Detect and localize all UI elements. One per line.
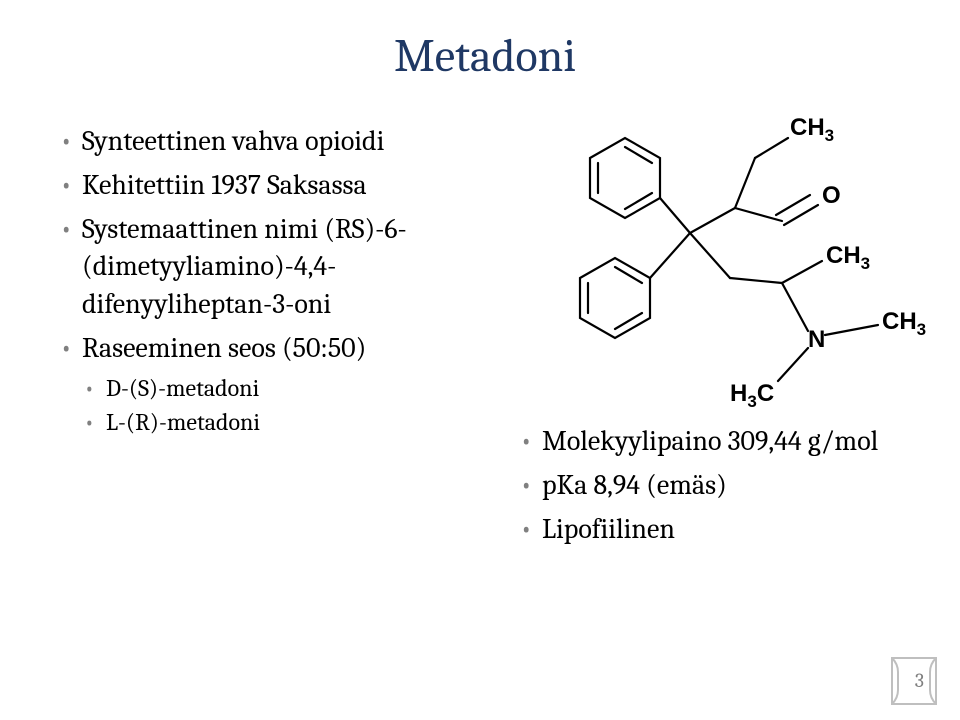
list-item-label: Raseeminen seos (50:50) <box>82 332 366 364</box>
label-ch3-right-sub: 3 <box>861 254 870 273</box>
list-item: Raseeminen seos (50:50) D-(S)-metadoni L… <box>60 330 500 439</box>
list-item: Lipofiilinen <box>520 511 940 549</box>
label-ch3-far: CH <box>882 308 917 335</box>
label-ch3-right: CH <box>826 242 861 269</box>
list-item: pKa 8,94 (emäs) <box>520 467 940 505</box>
list-item: Molekyylipaino 309,44 g/mol <box>520 423 940 461</box>
chemical-structure-diagram: CH3 O CH3 N CH3 H3C <box>530 103 930 417</box>
label-h3c-h: H <box>730 380 747 407</box>
list-item: D-(S)-metadoni <box>82 372 500 404</box>
left-column: Synteettinen vahva opioidi Kehitettiin 1… <box>60 103 500 554</box>
right-bullet-list: Molekyylipaino 309,44 g/mol pKa 8,94 (em… <box>520 423 940 548</box>
label-n: N <box>808 326 825 353</box>
slide: Metadoni Synteettinen vahva opioidi Kehi… <box>0 0 960 720</box>
right-column: CH3 O CH3 N CH3 H3C Molekyylipaino 309,4… <box>520 103 940 554</box>
svg-text:CH3: CH3 <box>826 242 870 273</box>
svg-text:CH3: CH3 <box>882 308 926 339</box>
left-bullet-list: Synteettinen vahva opioidi Kehitettiin 1… <box>60 123 500 439</box>
slide-title: Metadoni <box>60 30 910 83</box>
label-o: O <box>822 182 841 209</box>
content-columns: Synteettinen vahva opioidi Kehitettiin 1… <box>60 103 910 554</box>
list-item: Systemaattinen nimi (RS)-6-(dimetyyliami… <box>60 211 500 324</box>
list-item: L-(R)-metadoni <box>82 406 500 438</box>
label-ch3-far-sub: 3 <box>917 320 926 339</box>
list-item: Synteettinen vahva opioidi <box>60 123 500 161</box>
label-h3c-c: C <box>757 380 774 407</box>
label-ch3-top-sub: 3 <box>825 126 834 145</box>
list-item: Kehitettiin 1937 Saksassa <box>60 167 500 205</box>
label-ch3-top: CH <box>790 114 825 141</box>
left-sub-list: D-(S)-metadoni L-(R)-metadoni <box>82 372 500 439</box>
svg-text:CH3: CH3 <box>790 114 834 145</box>
svg-text:H3C: H3C <box>730 380 774 411</box>
label-h3c-sub: 3 <box>747 392 756 411</box>
page-number: 3 <box>915 669 924 692</box>
